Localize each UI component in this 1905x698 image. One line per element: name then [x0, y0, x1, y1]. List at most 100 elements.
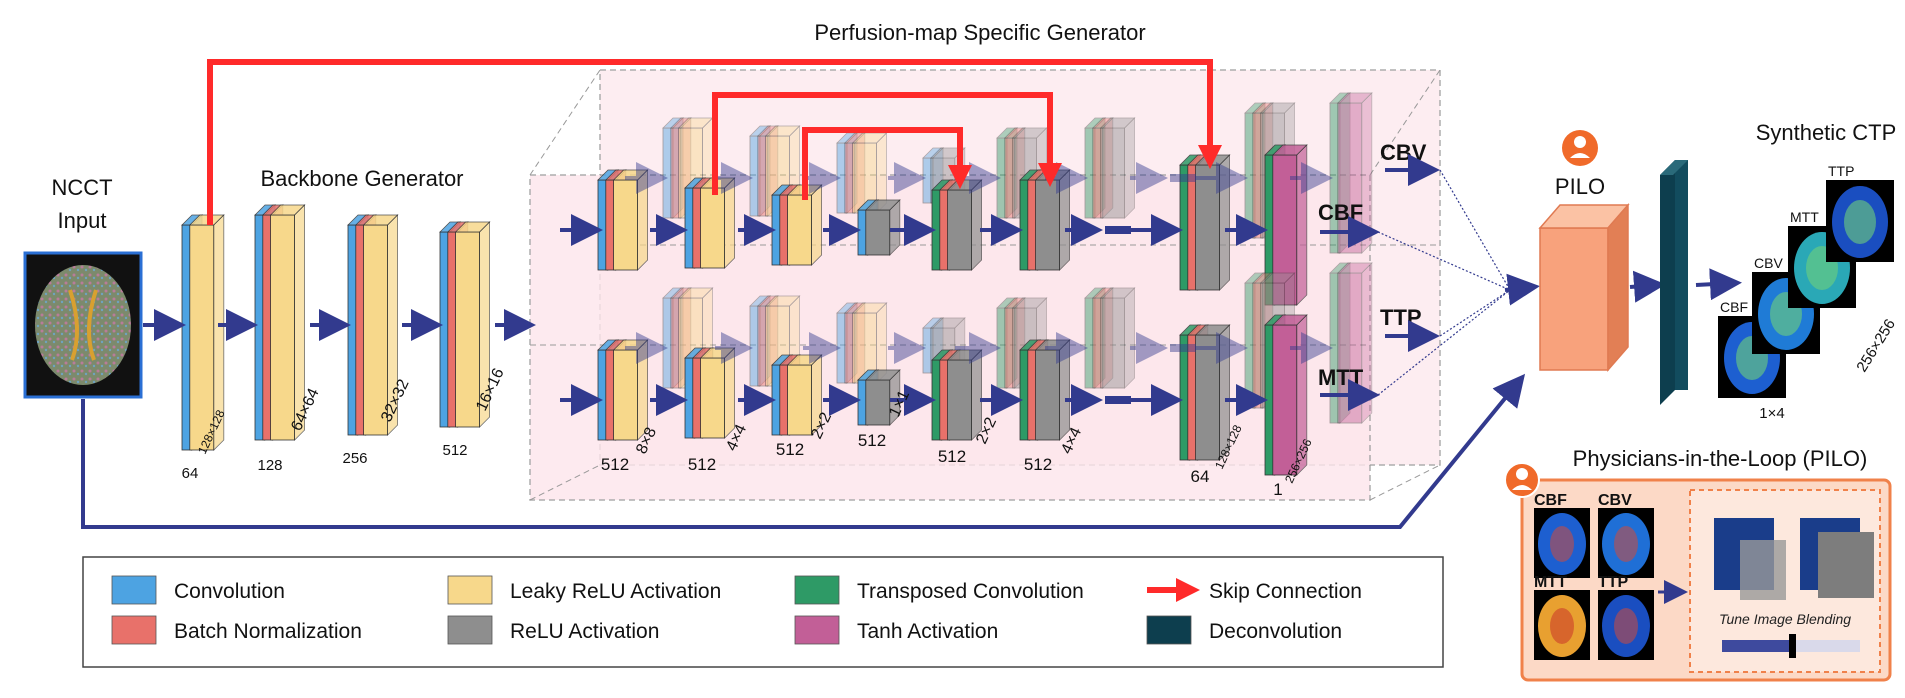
map-label-ttp: TTP [1380, 305, 1422, 330]
pilo-map-cbf: CBF [1534, 492, 1590, 578]
blend-previews [1714, 518, 1874, 600]
legend-item-deconv: Deconvolution [1146, 615, 1342, 645]
pms-channels: 512 [858, 431, 886, 450]
map-label-cbf: CBF [1318, 200, 1363, 225]
pms-channels: 512 [688, 455, 716, 474]
backbone-channels: 128 [257, 457, 282, 474]
layer-batch_norm [1091, 287, 1114, 389]
pms-row2-block-6 [1019, 169, 1071, 271]
legend-swatch [447, 575, 493, 605]
map-to-pilo-lines [1377, 169, 1511, 396]
layer-convolution [749, 125, 771, 217]
legend-label: Tanh Activation [857, 620, 998, 643]
legend-item-leaky_relu: Leaky ReLU Activation [447, 575, 721, 605]
layer-batch_norm [1091, 117, 1114, 219]
input-label-1: NCCT [51, 175, 112, 200]
synthetic-count: 1×4 [1759, 405, 1784, 422]
backbone-block-4 [439, 221, 491, 428]
pilo-map-cbv: CBV [1598, 492, 1654, 578]
layer-relu [864, 199, 901, 256]
layer-leaky_relu [851, 132, 888, 214]
backbone-block-1 [181, 214, 225, 451]
layer-transposed_conv [1329, 262, 1351, 424]
legend-label: Transposed Convolution [857, 580, 1084, 603]
legend-item-batch_norm: Batch Normalization [111, 615, 362, 645]
layer-leaky_relu [699, 177, 736, 269]
backbone-block-2 [254, 204, 306, 441]
pms-row4-block-5 [931, 349, 983, 441]
legend-label: Batch Normalization [174, 620, 362, 643]
legend-item-convolution: Convolution [111, 575, 285, 605]
tune-label: Tune Image Blending [1719, 611, 1851, 627]
layer-relu [1099, 287, 1136, 389]
legend-swatch [1146, 615, 1192, 645]
synthetic-map-ttp: TTP [1826, 163, 1894, 262]
legend-label: Deconvolution [1209, 620, 1342, 643]
legend-item-transposed_conv: Transposed Convolution [794, 575, 1084, 605]
pilo-map-label: CBF [1534, 492, 1567, 509]
layer-tanh [1271, 314, 1308, 476]
layer-relu [946, 179, 983, 271]
pilo-map-ttp: TTP [1598, 574, 1654, 660]
legend-label: Skip Connection [1209, 580, 1362, 603]
layer-leaky_relu [612, 169, 649, 271]
blend-slider[interactable] [1722, 634, 1860, 658]
pms-row2-block-2 [684, 177, 736, 269]
pms-channels: 1 [1273, 480, 1282, 499]
legend-swatch [111, 575, 157, 605]
legend-label: Leaky ReLU Activation [510, 580, 721, 603]
pms-row4-block-8 [1264, 314, 1308, 476]
pms-row1-block-6 [1084, 117, 1136, 219]
pms-row4-block-7 [1179, 324, 1231, 461]
layer-batch_norm [843, 132, 866, 214]
pms-row4-block-4 [857, 369, 901, 426]
pms-row3-block-8 [1329, 262, 1373, 424]
map-output-arrows [1320, 154, 1440, 411]
layer-transposed_conv [1084, 117, 1106, 219]
pilo-map-label: TTP [1598, 574, 1629, 591]
layer-convolution [749, 295, 771, 387]
layer-relu [946, 349, 983, 441]
ellipsis-dots [1105, 396, 1131, 404]
pms-row3-block-1 [662, 287, 714, 389]
map-label-cbv: CBV [1380, 140, 1427, 165]
layer-relu [1034, 169, 1071, 271]
synthetic-stack: CBF CBV MTT TTP [1718, 163, 1894, 398]
legend-swatch [794, 615, 840, 645]
pms-row1-block-3 [836, 132, 888, 214]
skip-connections [207, 59, 1222, 225]
pilo-map-label: CBV [1598, 492, 1632, 509]
legend-item-relu: ReLU Activation [447, 615, 659, 645]
legend [82, 556, 1444, 668]
layer-relu [1194, 154, 1231, 291]
backbone-title: Backbone Generator [260, 166, 463, 191]
input-label-2: Input [58, 208, 107, 233]
layer-leaky_relu [612, 339, 649, 441]
legend-swatch [447, 615, 493, 645]
ellipsis-dots [1170, 344, 1196, 352]
layer-leaky_relu [269, 204, 306, 441]
pilo-box [1538, 202, 1630, 373]
pms-row4-block-2 [684, 347, 736, 439]
pilo-label: PILO [1555, 174, 1605, 199]
pms-channels: 512 [938, 447, 966, 466]
synthetic-title: Synthetic CTP [1756, 120, 1897, 145]
ellipsis-dots [1105, 226, 1131, 234]
pms-row4-block-1 [597, 339, 649, 441]
legend-label: ReLU Activation [510, 620, 659, 643]
synthetic-map-label: MTT [1790, 209, 1819, 225]
ellipsis-dots [1170, 174, 1196, 182]
pms-title: Perfusion-map Specific Generator [814, 20, 1145, 45]
pilo-avatar-icon [1562, 130, 1598, 166]
layer-leaky_relu [699, 347, 736, 439]
pms-row1-block-8 [1329, 92, 1373, 254]
layer-leaky_relu [362, 214, 399, 436]
legend-item-skip: Skip Connection [1147, 578, 1362, 603]
synthetic-map-label: CBF [1720, 299, 1748, 315]
synthetic-size: 256×256 [1853, 316, 1899, 375]
deconv-layer [1660, 160, 1688, 405]
input-to-pilo-path [81, 373, 1526, 529]
backbone-block-3 [347, 214, 399, 436]
synthetic-map-label: CBV [1754, 255, 1783, 271]
